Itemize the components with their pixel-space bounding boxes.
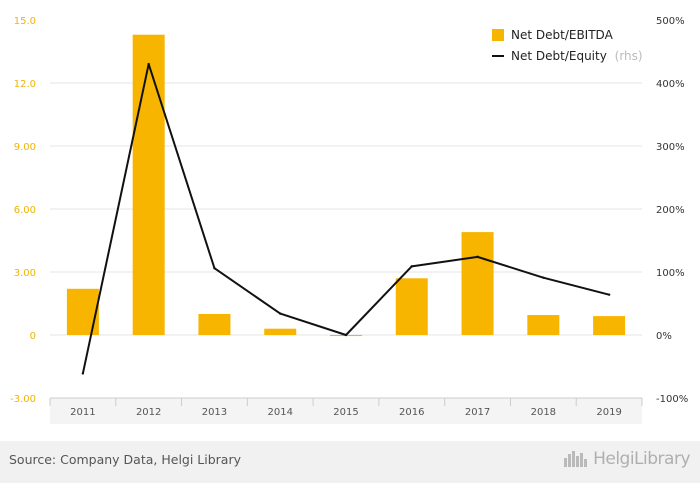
y-tick-left: 6.00	[14, 205, 36, 216]
y-tick-left: 15.0	[14, 16, 36, 27]
x-tick-label: 2011	[70, 407, 95, 418]
line-point	[476, 255, 479, 259]
legend-label-line-name: Net Debt/Equity	[511, 49, 607, 63]
y-tick-left: 9.00	[14, 142, 36, 153]
y-tick-right: 300%	[656, 142, 685, 153]
brand-name: HelgiLibrary	[593, 449, 690, 469]
y-tick-right: 200%	[656, 205, 685, 216]
y-tick-right: 400%	[656, 79, 685, 90]
x-tick-label: 2017	[465, 407, 490, 418]
x-tick-label: 2018	[531, 407, 556, 418]
y-axis-left: -3.00 0 3.00 6.00 9.00 12.0 15.0	[10, 16, 36, 405]
source-text: Source: Company Data, Helgi Library	[9, 452, 242, 467]
bar-series	[66, 34, 626, 337]
x-tick-label: 2012	[136, 407, 161, 418]
helgi-library-logo: HelgiLibrary	[563, 449, 690, 469]
legend: Net Debt/EBITDA Net Debt/Equity (rhs)	[492, 28, 643, 63]
bar	[527, 315, 560, 335]
line-point	[81, 372, 85, 375]
bar	[264, 328, 297, 335]
bar	[132, 34, 165, 335]
x-tick-label: 2019	[596, 407, 621, 418]
x-tick-label: 2014	[267, 407, 292, 418]
line-point	[607, 293, 611, 296]
y-tick-right: 100%	[656, 268, 685, 279]
bar	[461, 232, 494, 335]
y-tick-left: 3.00	[14, 268, 36, 279]
x-axis: 2011 2012 2013 2014 2015 2016 2017 2018 2019	[49, 397, 643, 424]
bar	[66, 288, 99, 335]
y-tick-right: 0%	[656, 331, 672, 342]
legend-label-line: Net Debt/Equity (rhs)	[511, 49, 643, 63]
y-axis-right: -100% 0% 100% 200% 300% 400% 500%	[656, 16, 688, 405]
line-point	[344, 333, 348, 337]
y-tick-left: 0	[30, 331, 36, 342]
x-tick-label: 2013	[202, 407, 227, 418]
bar	[593, 316, 626, 335]
x-tick-label: 2015	[333, 407, 358, 418]
y-tick-left: 12.0	[14, 79, 36, 90]
legend-label-bar: Net Debt/EBITDA	[511, 28, 614, 42]
y-tick-right: 500%	[656, 16, 685, 27]
x-axis-band	[50, 398, 642, 424]
library-icon	[564, 451, 588, 467]
bar	[198, 314, 231, 335]
line-series	[81, 62, 611, 375]
legend-label-line-suffix: (rhs)	[615, 49, 643, 63]
y-tick-right: -100%	[656, 394, 688, 405]
line-point	[213, 267, 216, 270]
line-point	[279, 312, 282, 315]
chart: 2011 2012 2013 2014 2015 2016 2017 2018 2019 -3.…	[10, 16, 688, 424]
line-point	[542, 276, 545, 279]
legend-swatch-bar	[492, 29, 504, 41]
line-point	[410, 265, 413, 268]
bar	[395, 278, 428, 335]
line-point	[147, 62, 150, 66]
x-tick-label: 2016	[399, 407, 424, 418]
footer: Source: Company Data, Helgi Library Helg…	[0, 441, 700, 483]
y-tick-left: -3.00	[10, 394, 36, 405]
